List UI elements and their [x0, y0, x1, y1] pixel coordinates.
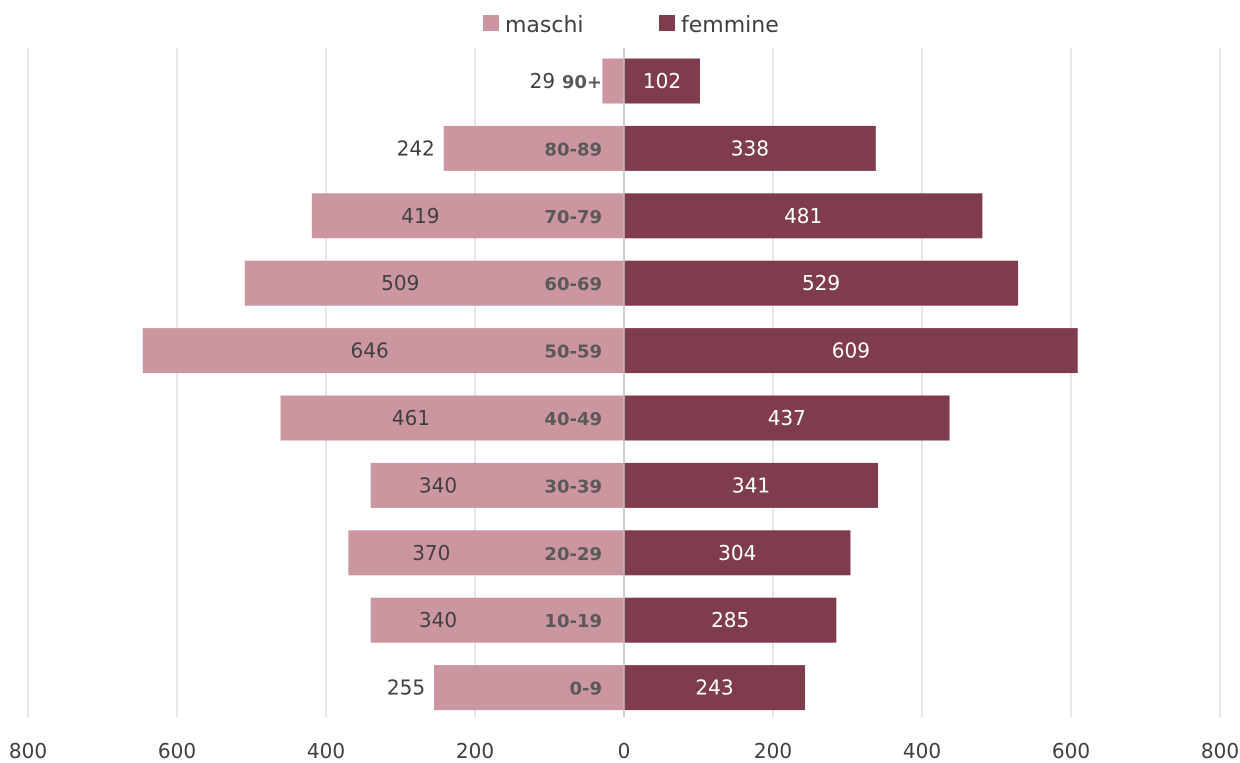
- age-group-label: 50-59: [544, 342, 602, 363]
- value-label-femmine: 304: [718, 541, 756, 565]
- value-label-femmine: 243: [695, 676, 733, 700]
- x-tick-label: 400: [903, 739, 941, 763]
- age-group-label: 0-9: [569, 679, 602, 700]
- bar-maschi: [370, 462, 624, 508]
- value-label-maschi: 419: [401, 204, 439, 228]
- bar-femmine: [624, 395, 950, 441]
- bar-femmine: [624, 530, 851, 576]
- x-tick-label: 400: [307, 739, 345, 763]
- value-label-femmine: 609: [832, 339, 870, 363]
- bar-maschi: [348, 530, 624, 576]
- age-group-label: 30-39: [544, 476, 602, 497]
- bar-femmine: [624, 462, 879, 508]
- label-layer: 90+ 29 102 80-89 242 338 70-79 419 481 60-69 509 52…: [351, 69, 870, 700]
- bar-femmine: [624, 125, 876, 171]
- x-tick-label: 200: [754, 739, 792, 763]
- legend-swatch-femmine: [659, 15, 675, 31]
- value-label-femmine: 481: [784, 204, 822, 228]
- x-tick-label: 200: [456, 739, 494, 763]
- bar-maschi: [311, 193, 624, 239]
- value-label-maschi: 340: [419, 608, 457, 632]
- bar-femmine: [624, 665, 806, 711]
- bar-femmine: [624, 260, 1019, 306]
- bar-layer: [142, 58, 1078, 711]
- x-tick-label: 800: [9, 739, 47, 763]
- value-label-femmine: 285: [711, 608, 749, 632]
- value-label-femmine: 102: [643, 69, 681, 93]
- age-group-label: 90+: [562, 72, 602, 93]
- value-label-femmine: 529: [802, 271, 840, 295]
- legend: maschi femmine: [483, 13, 779, 38]
- age-group-label: 80-89: [544, 139, 602, 160]
- bar-maschi: [602, 58, 624, 104]
- bar-maschi: [370, 597, 624, 643]
- age-group-label: 70-79: [544, 207, 602, 228]
- bar-maschi: [244, 260, 625, 306]
- legend-swatch-maschi: [483, 15, 499, 31]
- age-group-label: 60-69: [544, 274, 602, 295]
- value-label-maschi: 340: [419, 473, 457, 497]
- x-tick-label: 600: [158, 739, 196, 763]
- x-tick-label: 600: [1052, 739, 1090, 763]
- bar-femmine: [624, 328, 1078, 374]
- value-label-maschi: 370: [412, 541, 450, 565]
- x-tick-label: 800: [1201, 739, 1239, 763]
- value-label-femmine: 338: [731, 136, 769, 160]
- legend-label-femmine: femmine: [681, 13, 779, 38]
- value-label-maschi: 29: [530, 69, 555, 93]
- age-group-label: 10-19: [544, 611, 602, 632]
- age-group-label: 20-29: [544, 544, 602, 565]
- value-label-maschi: 509: [381, 271, 419, 295]
- age-group-label: 40-49: [544, 409, 602, 430]
- bar-maschi: [443, 125, 624, 171]
- bar-maschi: [280, 395, 624, 441]
- value-label-maschi: 255: [387, 676, 425, 700]
- bar-femmine: [624, 597, 837, 643]
- value-label-maschi: 242: [397, 136, 435, 160]
- value-label-maschi: 461: [392, 406, 430, 430]
- value-label-femmine: 341: [732, 473, 770, 497]
- bar-femmine: [624, 58, 700, 104]
- legend-label-maschi: maschi: [505, 13, 584, 38]
- bar-femmine: [624, 193, 983, 239]
- bar-maschi: [434, 665, 624, 711]
- value-label-femmine: 437: [768, 406, 806, 430]
- value-label-maschi: 646: [351, 339, 389, 363]
- bar-maschi: [142, 328, 625, 374]
- axis-layer: 800 600 400 200 0 200 400 600 800: [9, 48, 1239, 763]
- x-tick-label: 0: [618, 739, 631, 763]
